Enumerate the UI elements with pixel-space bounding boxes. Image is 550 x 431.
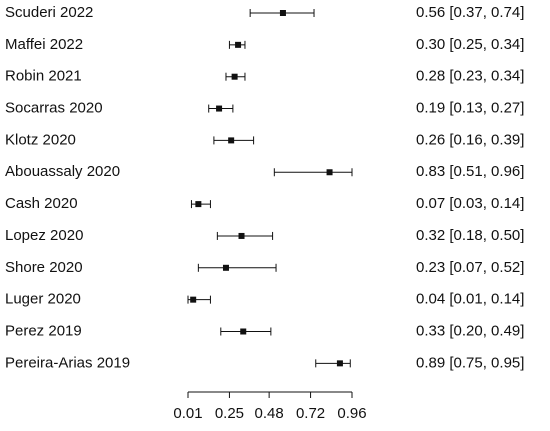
study-label: Maffei 2022 [5, 36, 83, 53]
point-estimate [231, 73, 238, 80]
estimate-ci-text: 0.56 [0.37, 0.74] [416, 4, 524, 21]
study-row: Socarras 2020 0.19 [0.13, 0.27] [5, 100, 524, 117]
x-tick-label: 0.48 [255, 405, 284, 422]
point-estimate [195, 201, 202, 208]
study-row: Klotz 2020 0.26 [0.16, 0.39] [5, 131, 524, 148]
study-label: Socarras 2020 [5, 100, 103, 117]
x-axis: 0.01 0.25 0.48 0.72 0.96 [173, 391, 367, 422]
estimate-ci-text: 0.19 [0.13, 0.27] [416, 100, 524, 117]
point-estimate [336, 360, 343, 367]
estimate-ci-text: 0.32 [0.18, 0.50] [416, 227, 524, 244]
study-label: Klotz 2020 [5, 131, 76, 148]
estimate-ci-text: 0.26 [0.16, 0.39] [416, 131, 524, 148]
estimate-ci-text: 0.23 [0.07, 0.52] [416, 259, 524, 276]
study-row: Pereira-Arias 2019 0.89 [0.75, 0.95] [5, 354, 524, 371]
study-row: Lopez 2020 0.32 [0.18, 0.50] [5, 227, 524, 244]
estimate-ci-text: 0.83 [0.51, 0.96] [416, 163, 524, 180]
study-label: Lopez 2020 [5, 227, 83, 244]
point-estimate [222, 264, 229, 271]
point-estimate [240, 328, 247, 335]
point-estimate [238, 232, 245, 239]
study-label: Luger 2020 [5, 291, 81, 308]
point-estimate [216, 105, 223, 112]
study-row: Abouassaly 2020 0.83 [0.51, 0.96] [5, 163, 524, 180]
study-label: Perez 2019 [5, 322, 82, 339]
point-estimate [190, 296, 197, 303]
estimate-ci-text: 0.33 [0.20, 0.49] [416, 322, 524, 339]
x-tick-label: 0.72 [296, 405, 325, 422]
x-tick-label: 0.96 [337, 405, 366, 422]
study-row: Robin 2021 0.28 [0.23, 0.34] [5, 68, 524, 85]
study-rows: Scuderi 2022 0.56 [0.37, 0.74] Maffei 2022… [5, 4, 524, 371]
study-row: Shore 2020 0.23 [0.07, 0.52] [5, 259, 524, 276]
study-row: Maffei 2022 0.30 [0.25, 0.34] [5, 36, 524, 53]
estimate-ci-text: 0.89 [0.75, 0.95] [416, 354, 524, 371]
estimate-ci-text: 0.28 [0.23, 0.34] [416, 68, 524, 85]
study-row: Scuderi 2022 0.56 [0.37, 0.74] [5, 4, 524, 21]
x-tick-label: 0.01 [173, 405, 202, 422]
study-row: Luger 2020 0.04 [0.01, 0.14] [5, 291, 524, 308]
point-estimate [279, 10, 286, 16]
estimate-ci-text: 0.04 [0.01, 0.14] [416, 291, 524, 308]
study-row: Cash 2020 0.07 [0.03, 0.14] [5, 195, 524, 212]
estimate-ci-text: 0.30 [0.25, 0.34] [416, 36, 524, 53]
study-label: Abouassaly 2020 [5, 163, 120, 180]
study-label: Cash 2020 [5, 195, 78, 212]
x-tick-label: 0.25 [215, 405, 244, 422]
point-estimate [228, 137, 235, 144]
point-estimate [235, 41, 242, 48]
study-label: Pereira-Arias 2019 [5, 354, 130, 371]
study-row: Perez 2019 0.33 [0.20, 0.49] [5, 322, 524, 339]
study-label: Robin 2021 [5, 68, 82, 85]
study-label: Shore 2020 [5, 259, 83, 276]
point-estimate [326, 169, 333, 176]
estimate-ci-text: 0.07 [0.03, 0.14] [416, 195, 524, 212]
study-label: Scuderi 2022 [5, 4, 93, 21]
